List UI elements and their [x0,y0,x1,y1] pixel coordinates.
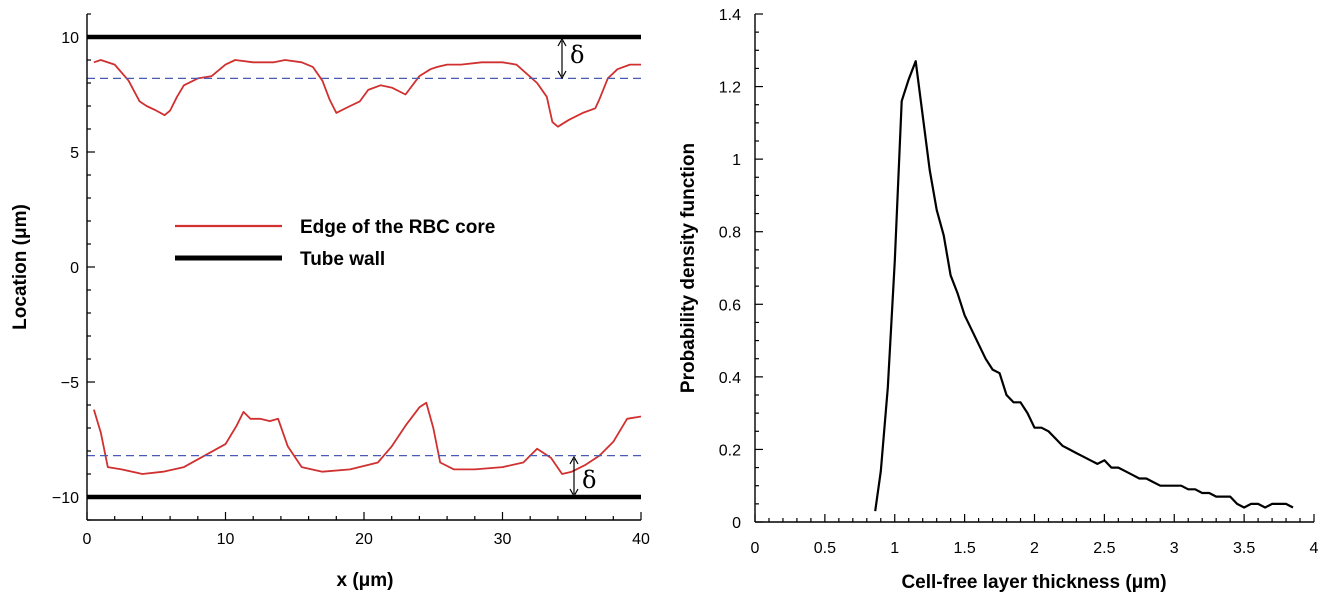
legend: Edge of the RBC core Tube wall [175,217,495,270]
location-chart: 0 10 20 30 40 −10 −5 0 5 10 Edge of the RBC core … [10,13,650,591]
x-tick-label: 2 [1030,540,1039,557]
delta-label-top: δ [570,41,584,69]
location-tick-layer: 0 10 20 30 40 −10 −5 0 5 10 [52,13,650,548]
y-tick-label: 0.4 [719,370,741,387]
y-tick-label: 1 [732,152,741,169]
delta-annotation-top: δ [557,37,584,80]
x-tick-label: 0 [751,540,760,557]
y-tick-label: 0.6 [719,297,741,314]
pdf-series-layer [874,60,1294,512]
delta-label-bottom: δ [582,466,596,494]
pdf-line [874,60,1294,512]
rbc-edge-line-1 [93,401,642,475]
y-tick-label: 0.8 [719,225,741,242]
x-tick-label: 10 [217,531,235,548]
y-tick-label: 0.2 [719,442,741,459]
legend-label-rbc-edge: Edge of the RBC core [300,217,495,238]
x-tick-label: 2.5 [1093,540,1115,557]
x-tick-label: 20 [355,531,373,548]
y-tick-label: 5 [70,145,79,162]
delta-annotation-bottom: δ [569,455,596,498]
pdf-tick-layer: 0 0.5 1 1.5 2 2.5 3 3.5 4 0 0.2 0.4 0.6 0.8 1 1.2 1.4 [719,7,1319,557]
y-tick-label: 0 [70,260,79,277]
x-tick-label: 30 [494,531,512,548]
x-tick-label: 1.5 [954,540,976,557]
y-tick-label: −10 [52,490,79,507]
x-tick-label: 0.5 [814,540,836,557]
left-y-axis-title: Location (μm) [10,204,31,330]
x-tick-label: 40 [632,531,650,548]
right-y-axis-title: Probability density function [678,143,699,393]
pdf-chart: 0 0.5 1 1.5 2 2.5 3 3.5 4 0 0.2 0.4 0.6 0.8 1 1.2 1.4 Ce… [678,7,1319,593]
rbc-edge-line-0 [93,59,641,128]
right-x-axis-title: Cell-free layer thickness (μm) [901,572,1166,593]
x-tick-label: 3.5 [1233,540,1255,557]
y-tick-label: −5 [61,375,79,392]
y-tick-label: 10 [61,30,79,47]
x-tick-label: 1 [890,540,899,557]
y-tick-label: 1.2 [719,80,741,97]
x-tick-label: 4 [1310,540,1319,557]
left-x-axis-title: x (μm) [336,570,393,591]
legend-label-tube-wall: Tube wall [300,249,385,270]
x-tick-label: 0 [83,531,92,548]
y-tick-label: 1.4 [719,7,741,24]
y-tick-label: 0 [732,515,741,532]
location-series-layer [87,34,642,500]
x-tick-label: 3 [1170,540,1179,557]
